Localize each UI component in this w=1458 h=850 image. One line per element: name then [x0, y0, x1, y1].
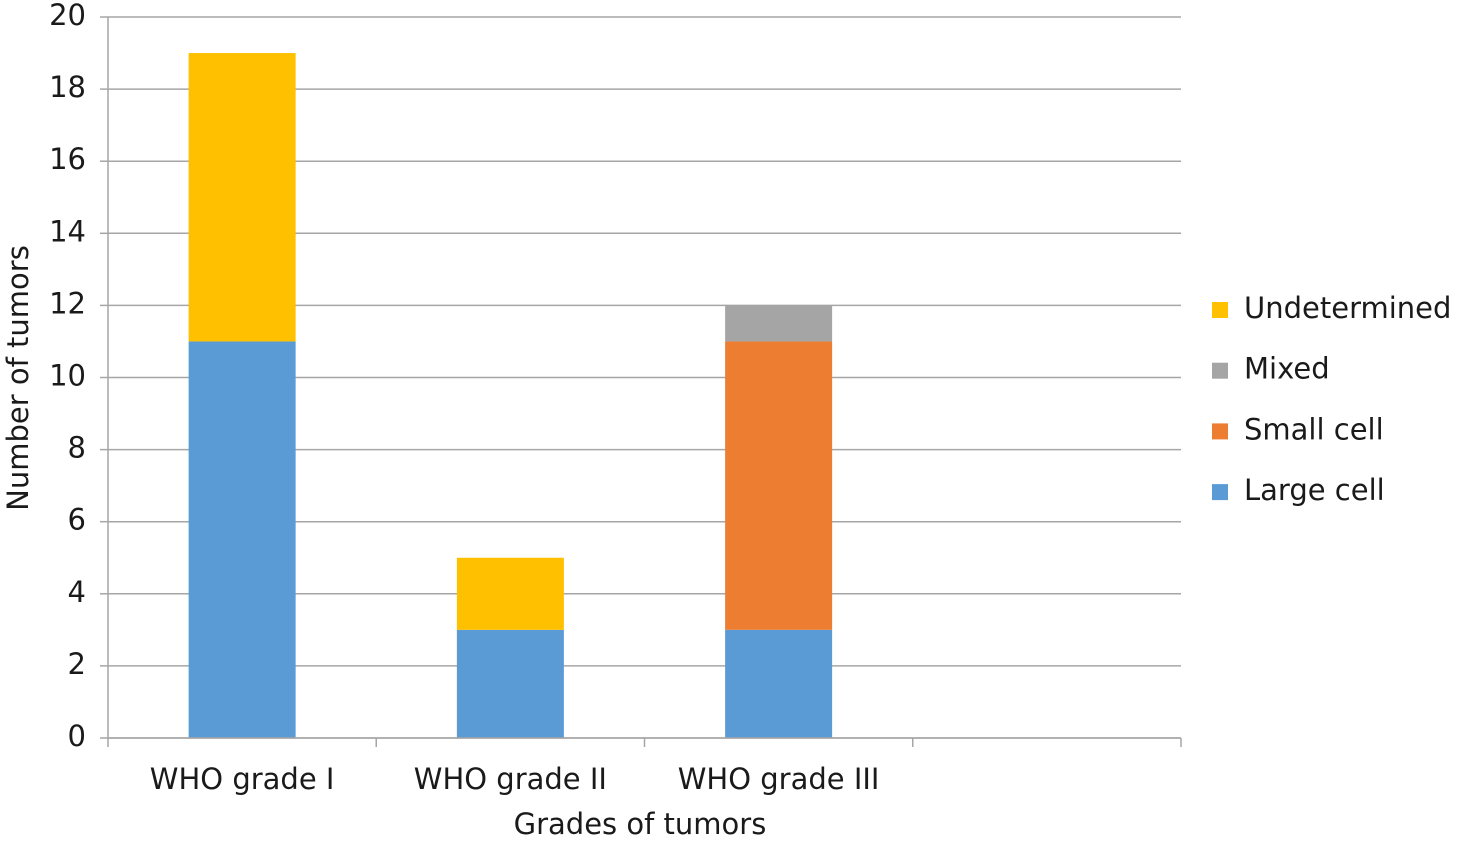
legend-swatch [1212, 362, 1228, 379]
bar-segment [725, 629, 833, 738]
y-tick-label: 18 [49, 70, 86, 104]
y-tick-label: 4 [68, 575, 86, 609]
y-tick-label: 14 [49, 214, 86, 248]
x-tick-label: WHO grade I [150, 762, 335, 796]
bar-segment [456, 629, 564, 738]
legend-label: Undetermined [1244, 291, 1451, 325]
y-tick-label: 12 [49, 286, 86, 320]
y-tick-label: 6 [68, 503, 86, 537]
y-tick-label: 16 [49, 142, 86, 176]
bar-segment [456, 557, 564, 630]
legend-swatch [1212, 484, 1228, 501]
legend-swatch [1212, 423, 1228, 440]
legend-label: Small cell [1244, 412, 1384, 446]
bar-segment [188, 341, 296, 738]
y-tick-label: 20 [49, 0, 86, 32]
legend-label: Mixed [1244, 352, 1330, 386]
y-axis-title: Number of tumors [1, 245, 35, 511]
y-tick-label: 8 [68, 431, 86, 465]
x-tick-label: WHO grade III [678, 762, 880, 796]
y-tick-label: 2 [68, 647, 86, 681]
y-tick-label: 0 [68, 719, 86, 753]
bar-segment [725, 341, 833, 630]
legend-label: Large cell [1244, 473, 1385, 507]
x-axis-title: Grades of tumors [514, 807, 767, 841]
legend-swatch [1212, 302, 1228, 318]
bar-segment [725, 305, 833, 342]
y-tick-label: 10 [49, 359, 86, 393]
bar-segment [188, 53, 296, 342]
x-tick-label: WHO grade II [414, 762, 607, 796]
